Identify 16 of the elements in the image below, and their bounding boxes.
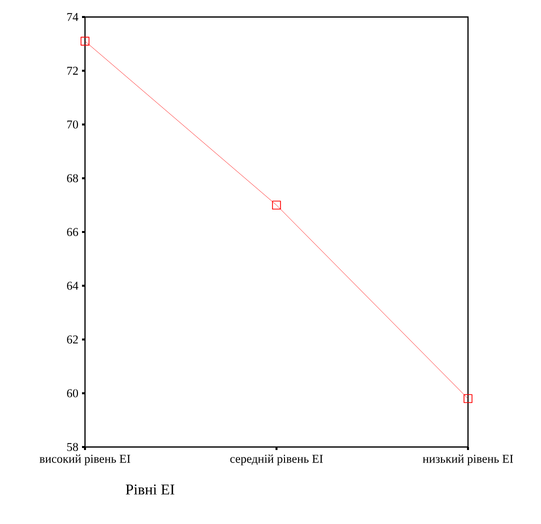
x-tick-label: середній рівень ЕІ [230, 454, 323, 466]
x-tick-label: високий рівень ЕІ [40, 454, 130, 466]
y-tick-label: 62 [67, 335, 78, 344]
y-tick-label: 68 [67, 174, 78, 182]
y-tick-label: 66 [67, 228, 78, 236]
y-tick-label: 74 [67, 13, 78, 21]
point [464, 394, 472, 404]
point [272, 200, 281, 210]
y-tick-label: 72 [67, 66, 78, 75]
x-axis-title: Рівні ЕІ [126, 484, 174, 494]
x-tick-label: низький рівень ЕІ [422, 454, 514, 466]
y-tick-label: 60 [67, 389, 78, 398]
point [80, 36, 90, 46]
y-tick-label: 70 [67, 120, 78, 129]
y-tick-label: 64 [67, 282, 78, 290]
y-tick-label: 58 [67, 442, 78, 452]
